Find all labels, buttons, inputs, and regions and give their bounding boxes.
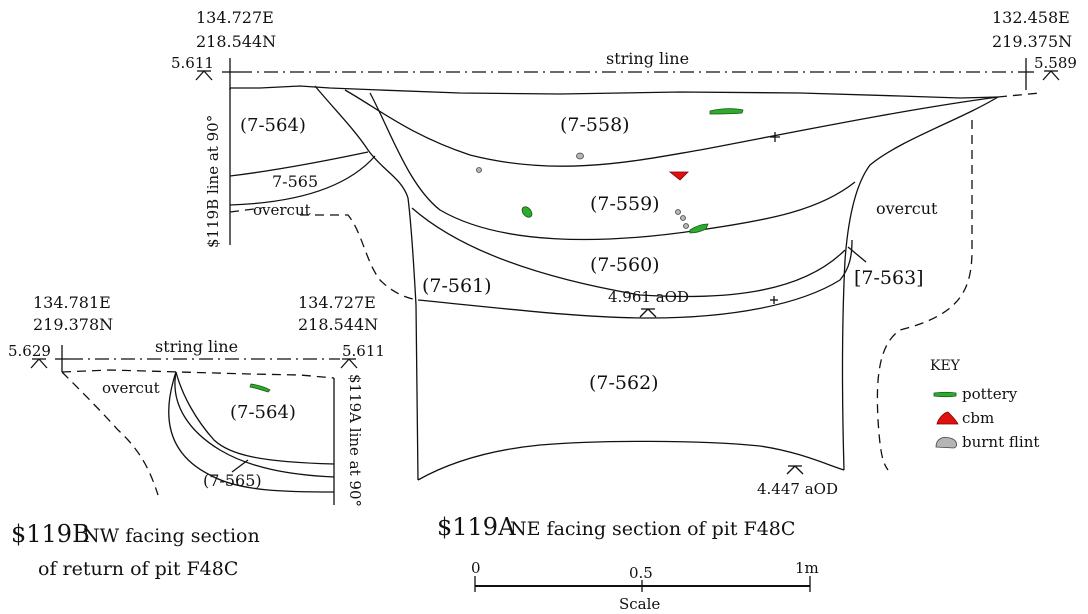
overcut-line-right-a	[876, 120, 973, 471]
burnt-flint-find-4	[680, 215, 686, 221]
corner-marker-right-a	[1042, 70, 1060, 81]
pit-bottom	[417, 440, 845, 481]
key-item-pottery: pottery	[962, 385, 1018, 403]
boundary-558	[344, 89, 999, 167]
boundary-564-b	[175, 371, 335, 465]
pit-wall-left	[415, 304, 419, 481]
cbm-symbol	[936, 411, 959, 425]
burnt-flint-find-3	[675, 209, 681, 215]
corner-marker-right-b	[340, 358, 358, 369]
level-right-a: 5.589	[1034, 54, 1077, 72]
easting-right-a: 132.458E	[992, 8, 1070, 27]
string-line-label-b: string line	[155, 337, 238, 356]
overcut-line-left-a	[300, 214, 419, 301]
burnt-flint-find-5	[683, 223, 689, 229]
context-558: (7-558)	[560, 114, 630, 136]
section-b-title-line1: NW facing section	[83, 525, 260, 547]
scale-label: Scale	[619, 595, 660, 613]
burnt-flint-find-2	[476, 167, 482, 173]
level-label-lower: 4.447 aOD	[757, 480, 838, 498]
easting-left-b: 134.781E	[33, 293, 111, 312]
key-item-cbm: cbm	[962, 409, 994, 427]
key: KEY pottery cbm burnt flint	[930, 358, 1039, 451]
burnt-flint-symbol	[935, 436, 958, 449]
boundary-560	[411, 207, 846, 298]
key-item-burnt-flint: burnt flint	[962, 433, 1039, 451]
overcut-label-left-a: overcut	[253, 201, 311, 219]
context-564-a: (7-564)	[240, 115, 306, 136]
cut-base-b	[168, 371, 335, 493]
overcut-label-right-a: overcut	[876, 199, 938, 218]
scale-bar: 0 0.5 1m Scale	[471, 559, 819, 613]
northing-right-b: 218.544N	[298, 315, 378, 334]
level-right-b: 5.611	[342, 342, 385, 360]
easting-right-b: 134.727E	[298, 293, 376, 312]
section-b-title-code: $119B	[11, 520, 90, 548]
line-at-90-label-b: $119B line at 90°	[204, 115, 222, 248]
section-b: 134.781E 219.378N 5.629 134.727E 218.544…	[8, 293, 385, 580]
leader-565-b	[231, 459, 249, 473]
boundary-565	[229, 155, 376, 206]
context-562: (7-562)	[589, 372, 659, 394]
corner-marker-left-b	[30, 358, 48, 369]
boundary-565-b	[174, 371, 335, 478]
boundary-564	[229, 151, 369, 177]
string-line-label-a: string line	[606, 49, 689, 68]
ground-surface	[230, 85, 999, 99]
level-marker-lower	[786, 465, 804, 475]
boundary-559	[369, 92, 856, 241]
leader-563	[847, 246, 867, 263]
scale-tick-0: 0	[471, 559, 481, 577]
overcut-line-b	[61, 371, 159, 496]
northing-left-a: 218.544N	[196, 32, 276, 51]
overcut-label-b: overcut	[102, 379, 160, 397]
pottery-find-b1	[249, 383, 271, 393]
cbm-find-1	[668, 171, 689, 181]
cut-edge-left	[314, 85, 417, 306]
context-561: (7-561)	[422, 275, 492, 297]
pit-wall-right	[841, 96, 999, 471]
context-559: (7-559)	[590, 193, 660, 215]
northing-left-b: 219.378N	[33, 315, 113, 334]
section-a-title-text: NE facing section of pit F48C	[510, 518, 795, 540]
level-marker-upper	[639, 308, 657, 318]
pottery-find-2	[521, 206, 533, 218]
pottery-find-1	[709, 108, 744, 115]
level-label-upper: 4.961 aOD	[608, 288, 689, 306]
scale-tick-1: 1m	[795, 559, 819, 577]
context-564-b: (7-564)	[230, 402, 296, 423]
section-b-title-line2: of return of pit F48C	[38, 558, 238, 580]
context-563: [7-563]	[854, 267, 924, 289]
northing-right-a: 219.375N	[992, 32, 1072, 51]
find-cross-1	[770, 132, 780, 142]
line-at-90-label-a: $119A line at 90°	[346, 374, 364, 507]
scale-tick-half: 0.5	[629, 564, 653, 582]
context-565-b: (7-565)	[203, 471, 262, 490]
find-cross-2	[770, 296, 778, 304]
key-title: KEY	[930, 358, 961, 374]
ground-surface-b	[61, 369, 335, 379]
pottery-symbol	[933, 391, 957, 398]
corner-marker-left-a	[195, 70, 213, 81]
section-a-title-code: $119A	[437, 513, 516, 541]
context-565-a: 7-565	[272, 172, 318, 191]
section-a: 134.727E 218.544N 5.611 132.458E 219.375…	[171, 8, 1077, 541]
easting-left-a: 134.727E	[196, 8, 274, 27]
level-left-a: 5.611	[171, 54, 214, 72]
context-560: (7-560)	[590, 254, 660, 276]
burnt-flint-find-1	[576, 152, 584, 160]
pottery-find-3	[689, 223, 709, 234]
level-left-b: 5.629	[8, 342, 51, 360]
